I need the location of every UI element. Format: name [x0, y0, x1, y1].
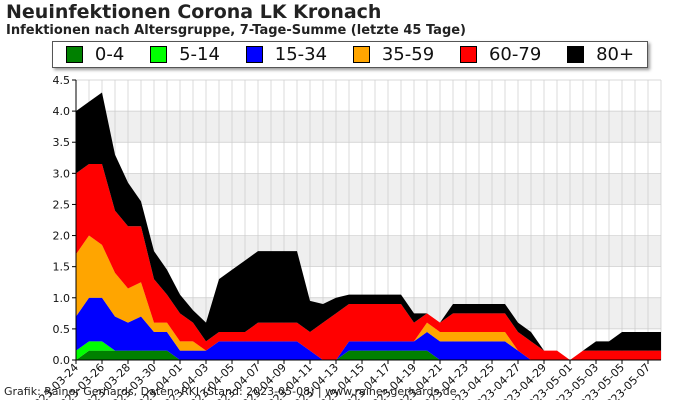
legend-swatch [352, 46, 370, 63]
legend-item-4: 60-79 [459, 44, 542, 65]
chart-subtitle: Infektionen nach Altersgruppe, 7-Tage-Su… [6, 23, 467, 38]
legend-label: 80+ [596, 44, 635, 65]
area-series-0-4 [76, 350, 661, 360]
legend-item-2: 15-34 [245, 44, 328, 65]
area-series-60-79 [76, 164, 661, 360]
legend-item-0: 0-4 [65, 44, 125, 65]
legend-item-3: 35-59 [352, 44, 435, 65]
grid-band [76, 235, 661, 267]
credit-line: Grafik: Rainer Gerhards, Daten: RKI (Sta… [4, 385, 457, 398]
y-tick-label: 0.5 [53, 323, 71, 336]
chart-title: Neuinfektionen Corona LK Kronach [6, 1, 382, 23]
legend-swatch [245, 46, 263, 63]
y-tick-label: 0.0 [53, 354, 71, 367]
legend-swatch [65, 46, 83, 63]
grid-band [76, 80, 661, 112]
legend-label: 15-34 [274, 44, 328, 65]
y-tick-label: 4.5 [53, 74, 71, 87]
y-tick-label: 1.0 [53, 292, 71, 305]
y-tick-label: 2.0 [53, 230, 71, 243]
legend-swatch [150, 46, 168, 63]
legend-item-1: 5-14 [150, 44, 220, 65]
grid-band [76, 173, 661, 205]
grid-band [76, 111, 661, 143]
legend-swatch [459, 46, 477, 63]
area-series-15-34 [76, 297, 661, 360]
y-tick-label: 4.0 [53, 105, 71, 118]
area-series-80+ [76, 92, 661, 360]
legend-swatch [567, 46, 585, 63]
legend-label: 5-14 [179, 44, 220, 65]
y-tick-label: 2.5 [53, 198, 71, 211]
grid-band [76, 142, 661, 174]
legend: 0-4 5-14 15-34 35-59 60-79 80+ [52, 41, 648, 68]
legend-item-5: 80+ [567, 44, 634, 65]
y-tick-label: 1.5 [53, 261, 71, 274]
y-tick-label: 3.5 [53, 136, 71, 149]
y-tick-label: 3.0 [53, 167, 71, 180]
legend-label: 60-79 [488, 44, 542, 65]
grid-band [76, 204, 661, 236]
legend-label: 35-59 [381, 44, 435, 65]
legend-label: 0-4 [94, 44, 125, 65]
